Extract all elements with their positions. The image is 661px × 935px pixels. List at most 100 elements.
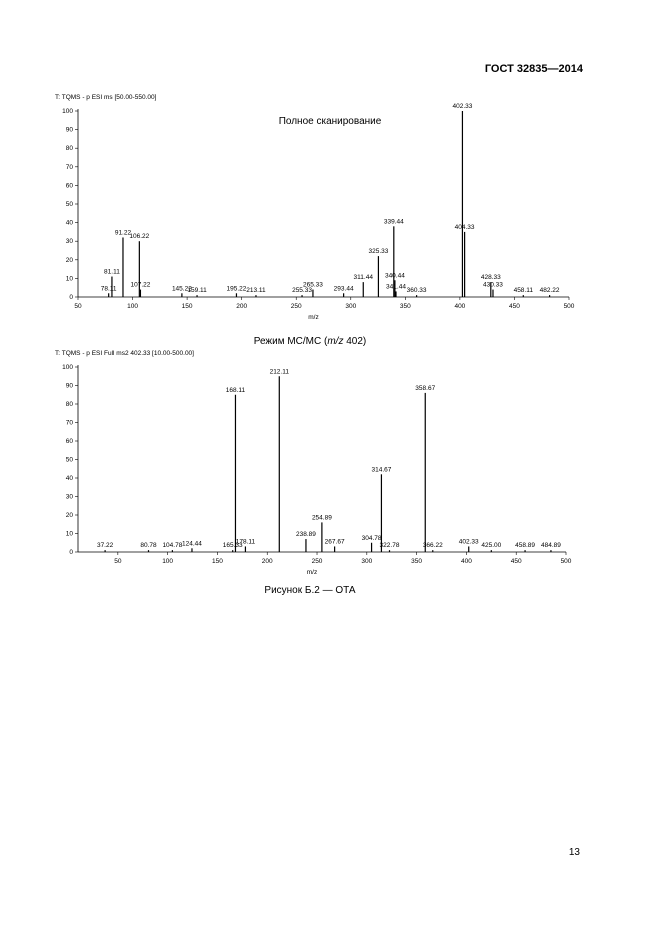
peak [181, 293, 183, 297]
peak [464, 231, 466, 297]
y-tick-label: 100 [62, 364, 73, 371]
peak [549, 295, 551, 297]
peak [147, 550, 150, 552]
subtitle-part: Режим МС/МС ( [254, 336, 328, 347]
x-tick-label: 350 [411, 558, 422, 565]
x-tick-label: 400 [454, 303, 465, 310]
peak [524, 550, 526, 552]
peak-label: 482.22 [540, 287, 560, 294]
y-tick-label: 50 [66, 201, 74, 208]
subtitle-part: m/z [327, 336, 343, 347]
peak-label: 81.11 [104, 269, 120, 276]
y-tick-label: 30 [66, 494, 74, 501]
peak-label: 238.89 [296, 531, 316, 538]
peak [232, 550, 234, 552]
y-tick-label: 40 [66, 220, 74, 227]
peak [380, 474, 383, 552]
peak [432, 550, 434, 552]
y-tick-label: 50 [66, 457, 74, 464]
peak-label: 293.44 [334, 285, 354, 292]
peak [377, 256, 380, 297]
y-tick-label: 60 [66, 438, 74, 445]
x-axis-label: m/z [307, 569, 317, 576]
peak-label: 458.11 [514, 287, 534, 294]
peak [395, 291, 397, 297]
peak [522, 295, 524, 297]
x-tick-label: 200 [236, 303, 247, 310]
caption: Рисунок Б.2 — ОТА [264, 585, 356, 596]
chart-subtitle: Режим МС/МС (m/z 402) [254, 336, 367, 347]
peak-label: 78.11 [101, 285, 117, 292]
y-tick-label: 0 [69, 294, 73, 301]
y-tick-label: 10 [66, 531, 74, 538]
chart-title: T: TQMS - p ESI ms [50.00-550.00] [55, 94, 157, 101]
peak [468, 546, 470, 552]
peak [108, 293, 110, 297]
peak-label: 255.33 [292, 287, 312, 294]
peak [334, 546, 336, 552]
peak [461, 111, 464, 297]
x-tick-label: 50 [74, 303, 82, 310]
peak [255, 295, 257, 297]
peak [362, 282, 364, 297]
peak-label: 213.11 [246, 287, 266, 294]
peak-label: 124.44 [182, 540, 202, 547]
peak-label: 341.44 [386, 283, 406, 290]
peak-label: 484.89 [541, 542, 561, 549]
peak-label: 159.11 [187, 287, 207, 294]
peak-label: 265.33 [303, 282, 323, 289]
y-tick-label: 30 [66, 238, 74, 245]
peak-label: 314.67 [371, 466, 391, 473]
y-tick-label: 70 [66, 164, 74, 171]
peak [104, 550, 106, 552]
annotation: Полное сканирование [279, 116, 382, 127]
y-tick-label: 10 [66, 275, 74, 282]
y-tick-label: 80 [66, 145, 74, 152]
doc-code: ГОСТ 32835—2014 [485, 63, 584, 75]
y-tick-label: 70 [66, 420, 74, 427]
peak [244, 546, 247, 552]
x-axis-label: m/z [308, 314, 318, 321]
peak-label: 311.44 [354, 274, 374, 281]
x-tick-label: 150 [212, 558, 223, 565]
peak-label: 304.78 [362, 535, 382, 542]
x-tick-label: 200 [262, 558, 273, 565]
peak-label: 402.33 [452, 103, 472, 110]
peak-label: 358.67 [415, 385, 435, 392]
y-tick-label: 60 [66, 182, 74, 189]
y-tick-label: 0 [69, 549, 73, 556]
y-tick-label: 90 [66, 127, 74, 134]
peak [370, 542, 373, 552]
peak-label: 430.33 [483, 282, 503, 289]
peak-label: 322.78 [380, 542, 400, 549]
peak-label: 165.33 [223, 542, 243, 549]
peak [138, 241, 140, 297]
peak-label: 402.33 [459, 538, 479, 545]
peak-label: 91.22 [115, 229, 132, 236]
peak [388, 550, 391, 552]
peak [490, 282, 492, 297]
peak [278, 376, 280, 552]
peak [122, 237, 124, 297]
peak [139, 289, 142, 297]
peak-label: 104.78 [162, 542, 182, 549]
peak [235, 293, 238, 297]
x-tick-label: 300 [345, 303, 356, 310]
peak [111, 276, 113, 297]
peak-label: 339.44 [384, 218, 404, 225]
chart-title: T: TQMS - p ESI Full ms2 402.33 [10.00-5… [55, 350, 194, 357]
x-tick-label: 250 [312, 558, 323, 565]
peak [301, 295, 303, 297]
peak [492, 289, 494, 297]
peak [393, 226, 395, 297]
peak [191, 548, 193, 552]
page-number: 13 [569, 847, 581, 858]
peak [550, 550, 552, 552]
x-tick-label: 350 [400, 303, 411, 310]
x-tick-label: 150 [182, 303, 193, 310]
peak-label: 37.22 [97, 542, 114, 549]
y-tick-label: 90 [66, 383, 74, 390]
peak-label: 366.22 [423, 542, 443, 549]
peak [305, 539, 307, 552]
